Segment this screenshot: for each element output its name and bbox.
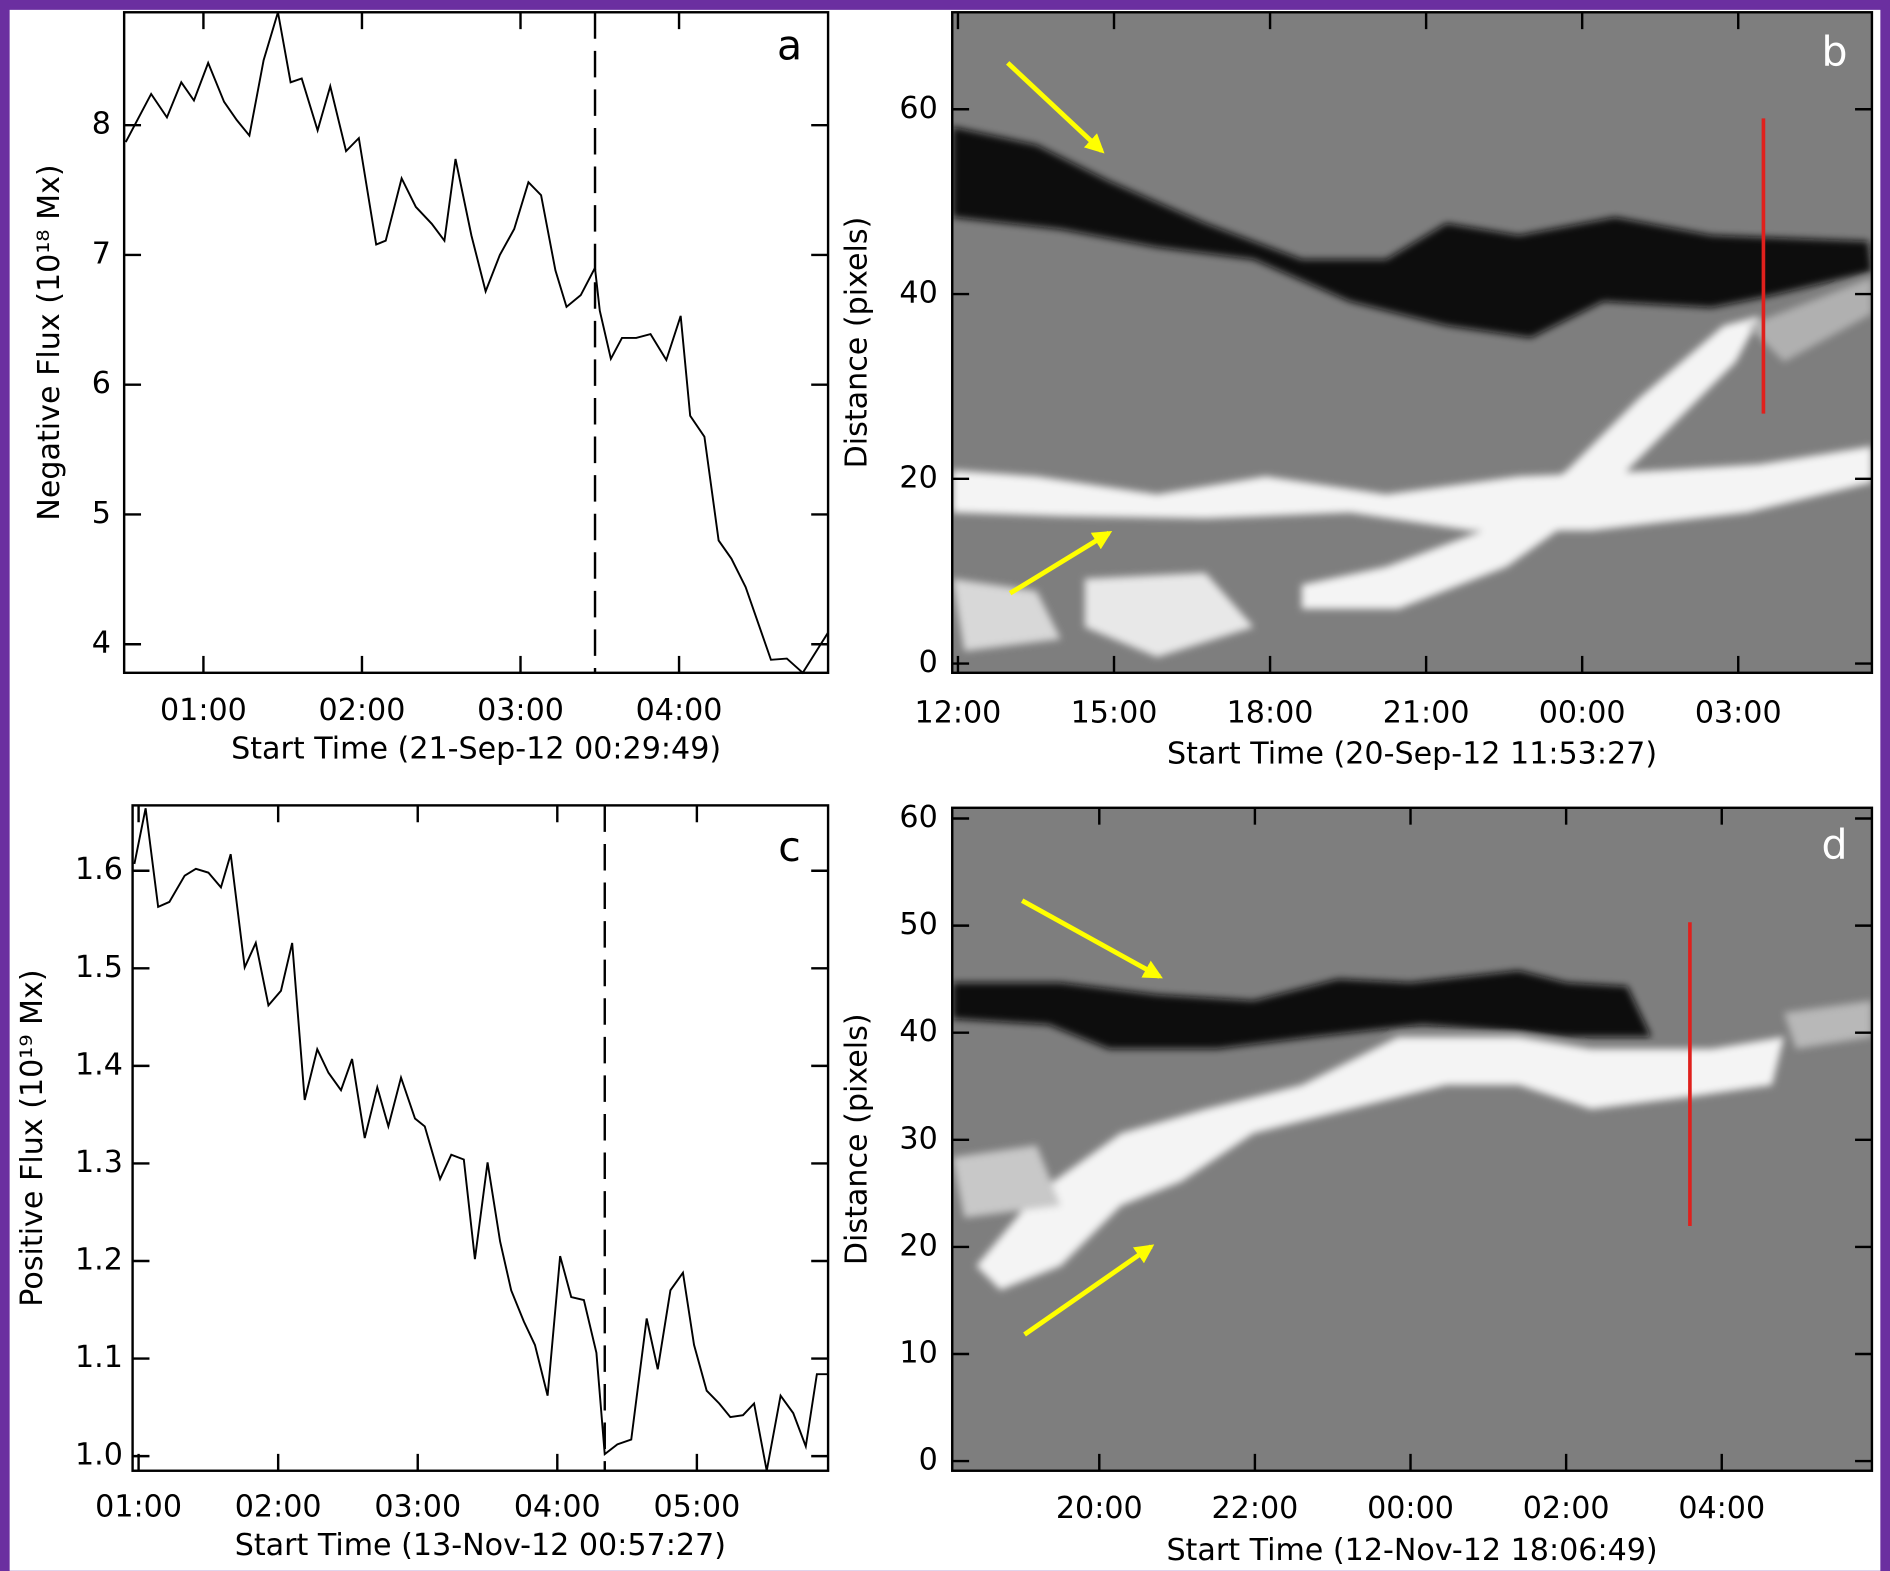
x-tick-label: 15:00 — [1071, 695, 1158, 730]
y-tick-label: 40 — [899, 1014, 937, 1049]
x-tick-label: 02:00 — [1523, 1491, 1610, 1526]
x-axis-label: Start Time (20-Sep-12 11:53:27) — [1167, 736, 1657, 771]
y-tick-label: 5 — [92, 496, 111, 531]
x-axis-label: Start Time (13-Nov-12 00:57:27) — [235, 1528, 726, 1563]
y-tick-label: 0 — [919, 645, 938, 680]
y-tick-label: 20 — [899, 460, 937, 495]
x-tick-label: 20:00 — [1056, 1491, 1143, 1526]
x-tick-label: 00:00 — [1367, 1491, 1454, 1526]
panel-label: a — [777, 21, 802, 69]
flux-line — [133, 808, 829, 1471]
x-tick-label: 03:00 — [477, 693, 564, 728]
plot-frame — [122, 11, 830, 675]
x-tick-label: 12:00 — [915, 695, 1002, 730]
x-tick-label: 03:00 — [374, 1490, 461, 1525]
x-tick-label: 01:00 — [160, 693, 247, 728]
y-tick-label: 1.6 — [75, 852, 123, 887]
y-axis-label: Negative Flux (10¹⁸ Mx) — [32, 164, 67, 520]
x-tick-label: 00:00 — [1539, 695, 1626, 730]
x-tick-label: 02:00 — [319, 693, 406, 728]
y-tick-label: 30 — [899, 1121, 937, 1156]
y-tick-label: 4 — [92, 626, 111, 661]
x-tick-label: 04:00 — [1678, 1491, 1765, 1526]
plot-frame — [131, 804, 830, 1472]
panel-label: c — [778, 823, 801, 871]
y-tick-label: 1.4 — [75, 1047, 123, 1082]
y-axis-label: Positive Flux (10¹⁹ Mx) — [15, 969, 50, 1306]
y-tick-label: 6 — [92, 366, 111, 401]
y-tick-label: 1.2 — [75, 1242, 123, 1277]
x-axis-label: Start Time (12-Nov-12 18:06:49) — [1166, 1533, 1657, 1568]
y-tick-label: 0 — [919, 1443, 938, 1478]
time-distance-image-b — [952, 12, 1872, 673]
y-tick-label: 1.0 — [75, 1438, 123, 1473]
y-axis-label: Distance (pixels) — [840, 217, 875, 469]
y-tick-label: 1.3 — [75, 1145, 123, 1180]
y-tick-label: 20 — [899, 1228, 937, 1263]
y-tick-label: 8 — [92, 107, 111, 142]
x-tick-label: 04:00 — [514, 1490, 601, 1525]
flux-line — [124, 11, 829, 675]
y-tick-label: 60 — [899, 800, 937, 835]
panel-label: b — [1822, 27, 1848, 75]
x-tick-label: 22:00 — [1211, 1491, 1298, 1526]
y-tick-label: 1.5 — [75, 950, 123, 985]
plot-frame — [951, 11, 1874, 675]
y-tick-label: 60 — [899, 91, 937, 126]
y-tick-label: 1.1 — [75, 1340, 123, 1375]
y-tick-label: 10 — [899, 1336, 937, 1371]
y-tick-label: 7 — [92, 236, 111, 271]
x-tick-label: 18:00 — [1227, 695, 1314, 730]
y-axis-label: Distance (pixels) — [840, 1013, 875, 1265]
x-tick-label: 03:00 — [1695, 695, 1782, 730]
y-tick-label: 40 — [899, 276, 937, 311]
x-tick-label: 01:00 — [95, 1490, 182, 1525]
time-distance-image-d — [952, 807, 1872, 1471]
x-tick-label: 21:00 — [1383, 695, 1470, 730]
panel-label: d — [1822, 821, 1848, 869]
x-tick-label: 05:00 — [653, 1490, 740, 1525]
x-tick-label: 04:00 — [636, 693, 723, 728]
y-tick-label: 50 — [899, 907, 937, 942]
x-axis-label: Start Time (21-Sep-12 00:29:49) — [231, 731, 721, 766]
x-tick-label: 02:00 — [235, 1490, 322, 1525]
